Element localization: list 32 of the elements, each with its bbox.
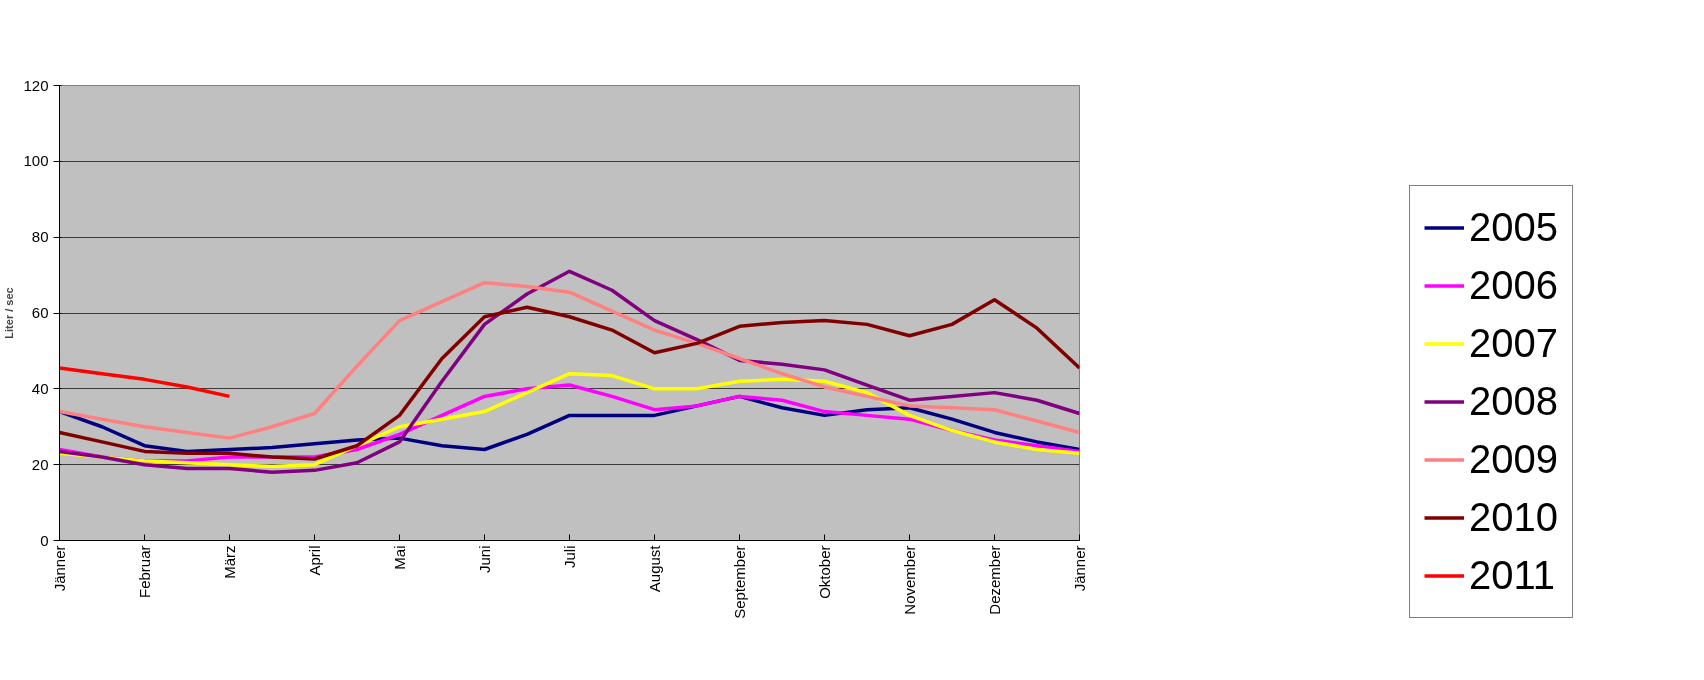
x-tick-label: Dezember <box>986 545 1003 615</box>
y-tick-label: 40 <box>31 379 49 397</box>
legend-label: 2006 <box>1469 263 1558 308</box>
y-tick-label: 0 <box>40 531 49 549</box>
x-tick-label: Oktober <box>816 545 833 599</box>
x-tick-label: Jänner <box>1071 545 1088 592</box>
y-tick-label: 120 <box>23 76 49 94</box>
line-series <box>59 280 1080 440</box>
legend-label: 2010 <box>1469 495 1558 540</box>
y-tick-label: 80 <box>31 228 49 246</box>
legend-label: 2008 <box>1469 379 1558 424</box>
x-tick-label: November <box>901 545 918 615</box>
legend-label: 2007 <box>1469 321 1558 366</box>
x-tick-label: Mai <box>391 545 408 570</box>
y-axis-title: Liter / sec <box>3 287 16 339</box>
x-tick-label: September <box>731 545 748 619</box>
y-tick-label: 20 <box>31 455 49 473</box>
line-series <box>59 297 1080 461</box>
line-series <box>59 269 1080 474</box>
legend-label: 2011 <box>1469 553 1556 598</box>
x-tick-label: August <box>646 544 663 593</box>
legend-label: 2005 <box>1469 205 1558 250</box>
x-tick-label: Juni <box>476 545 493 574</box>
x-tick-label: März <box>221 545 238 579</box>
y-tick-label: 100 <box>23 152 49 170</box>
x-tick-label: Februar <box>136 545 153 599</box>
line-series <box>59 366 232 399</box>
x-tick-label: Juli <box>561 545 578 569</box>
x-tick-label: April <box>306 545 323 576</box>
x-tick-label: Jänner <box>51 545 68 592</box>
y-tick-label: 60 <box>31 304 49 321</box>
legend-label: 2009 <box>1469 437 1558 482</box>
